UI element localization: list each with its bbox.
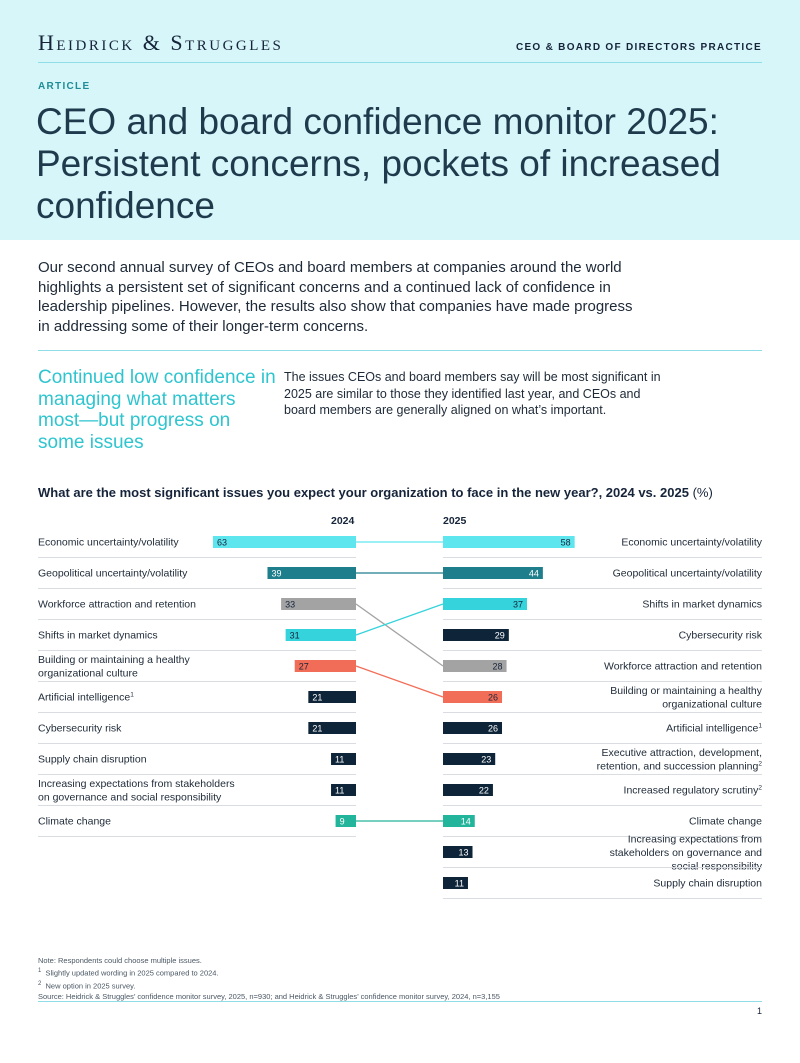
practice-label: CEO & BOARD OF DIRECTORS PRACTICE	[515, 42, 762, 53]
value-label-2024: 21	[312, 692, 322, 702]
value-label-2025: 58	[561, 537, 571, 547]
bar-2025	[443, 660, 507, 672]
value-label-2025: 29	[495, 630, 505, 640]
value-label-2024: 11	[335, 754, 344, 764]
category-label-2025: Shifts in market dynamics	[642, 599, 762, 611]
bar-2025	[443, 567, 543, 579]
chart-question: What are the most significant issues you…	[38, 485, 689, 500]
body-paragraph: The issues CEOs and board members say wi…	[284, 370, 661, 417]
category-label-2025: Executive attraction, development, retent…	[597, 747, 763, 773]
value-label-2025: 13	[458, 847, 468, 857]
rank-connector	[355, 603, 444, 636]
rank-connector	[355, 603, 444, 667]
bar-2025	[443, 629, 509, 641]
value-label-2025: 26	[488, 692, 498, 702]
value-label-2024: 21	[312, 723, 322, 733]
category-label-2025: Economic uncertainty/volatility	[621, 537, 762, 549]
category-label-2024: Geopolitical uncertainty/volatility	[38, 568, 188, 580]
value-label-2024: 39	[271, 568, 281, 578]
bar-2025	[443, 753, 496, 765]
intro-paragraph: Our second annual survey of CEOs and boa…	[38, 259, 633, 335]
category-label-2025: Workforce attraction and retention	[604, 661, 762, 673]
issues-chart: 63 Economic uncertainty/volatility 39 Geopo…	[38, 536, 763, 899]
bar-2025	[443, 877, 468, 889]
bar-2025	[443, 846, 473, 858]
chart-title: What are the most significant issues you…	[38, 485, 778, 500]
bar-2024	[267, 567, 356, 579]
value-label-2025: 23	[481, 754, 491, 764]
category-label-2024: Shifts in market dynamics	[38, 630, 158, 642]
bar-2024	[308, 691, 356, 703]
value-label-2025: 22	[479, 785, 489, 795]
source-line: Source: Heidrick & Struggles’ confidence…	[38, 992, 500, 1001]
category-label-2025: Climate change	[689, 816, 762, 828]
bar-2024	[331, 784, 356, 796]
value-label-2025: 14	[461, 816, 471, 826]
category-label-2025: Cybersecurity risk	[679, 630, 763, 642]
bar-2024	[308, 722, 356, 734]
note-1-mark: 1	[38, 968, 42, 974]
bar-2025	[443, 691, 503, 703]
bar-2025	[443, 815, 475, 827]
category-label-2025: Increased regulatory scrutiny2	[624, 785, 763, 797]
value-label-2024: 33	[285, 599, 295, 609]
year-header-2025: 2025	[443, 515, 467, 527]
bar-2024	[294, 660, 356, 672]
bar-2025	[443, 536, 575, 548]
note-2-text: New option in 2025 survey.	[45, 981, 136, 990]
category-label-2025: Supply chain disruption	[653, 878, 762, 890]
footer-divider	[38, 1001, 762, 1002]
value-label-2024: 27	[299, 661, 309, 671]
category-label-2024: Building or maintaining a healthy organiz…	[38, 654, 191, 680]
bar-2025	[443, 784, 493, 796]
note-1-text: Slightly updated wording in 2025 compare…	[45, 968, 219, 978]
category-label-2025: Building or maintaining a healthy organiz…	[610, 685, 763, 711]
chart-notes: Note: Respondents could choose multiple …	[38, 955, 762, 1002]
bar-2024	[335, 815, 356, 827]
value-label-2025: 28	[493, 661, 503, 671]
category-label-2024: Artificial intelligence1	[38, 692, 134, 704]
chart-unit: (%)	[692, 485, 713, 500]
article-kicker: ARTICLE	[38, 81, 91, 92]
year-header-2024: 2024	[331, 515, 355, 527]
bar-2024	[331, 753, 356, 765]
category-label-2024: Workforce attraction and retention	[38, 599, 196, 611]
note-line: Note: Respondents could choose multiple …	[38, 956, 202, 965]
intro-divider	[38, 350, 762, 351]
category-label-2025: Artificial intelligence1	[666, 723, 762, 735]
rank-connector	[355, 665, 444, 698]
header-divider	[38, 62, 762, 63]
value-label-2024: 31	[290, 630, 300, 640]
bar-2024	[213, 536, 356, 548]
category-label-2025: Increasing expectations from stakeholders…	[610, 834, 763, 873]
page-title: CEO and board confidence monitor 2025: P…	[36, 101, 721, 226]
category-label-2024: Increasing expectations from stakeholder…	[38, 778, 235, 804]
bar-2025	[443, 598, 527, 610]
value-label-2025: 37	[513, 599, 523, 609]
value-label-2024: 9	[340, 816, 345, 826]
category-label-2024: Climate change	[38, 816, 111, 828]
category-label-2024: Supply chain disruption	[38, 754, 147, 766]
value-label-2025: 44	[529, 568, 539, 578]
note-2: 2 New option in 2025 survey.	[38, 979, 762, 992]
note-1: 1 Slightly updated wording in 2025 compa…	[38, 966, 762, 979]
value-label-2024: 11	[335, 785, 344, 795]
brand-logo: Heidrick & Struggles	[38, 30, 284, 55]
category-label-2025: Geopolitical uncertainty/volatility	[613, 568, 763, 580]
hero-banner	[0, 0, 800, 240]
pull-quote: Continued low confidence in managing wha…	[38, 367, 276, 453]
bar-2024	[285, 629, 356, 641]
page-number: 1	[756, 1006, 762, 1016]
category-label-2024: Economic uncertainty/volatility	[38, 537, 179, 549]
value-label-2024: 63	[217, 537, 227, 547]
value-label-2025: 26	[488, 723, 498, 733]
value-label-2025: 11	[455, 878, 464, 888]
category-label-2024: Cybersecurity risk	[38, 723, 122, 735]
bar-2025	[443, 722, 503, 734]
note-2-mark: 2	[38, 980, 42, 987]
bar-2024	[281, 598, 356, 610]
